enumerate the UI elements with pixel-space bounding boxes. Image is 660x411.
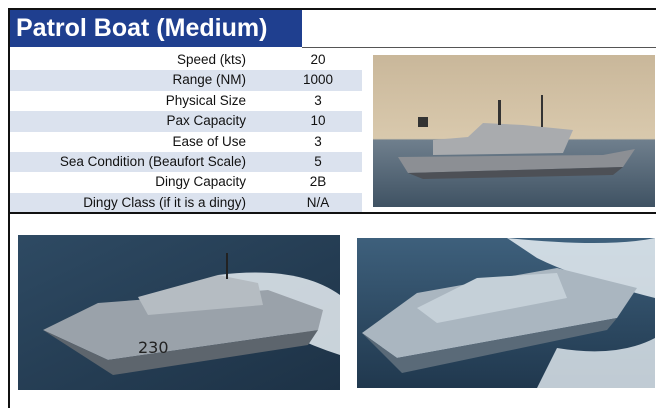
row-value: 20 — [310, 52, 326, 67]
table-row: Dingy Capacity 2B — [10, 172, 362, 192]
table-row: Speed (kts) 20 — [10, 50, 362, 70]
row-value: 2B — [309, 174, 327, 190]
row-value: N/A — [306, 194, 330, 210]
row-value: 5 — [314, 153, 322, 169]
frame — [8, 8, 656, 408]
title: Patrol Boat (Medium) — [10, 10, 302, 47]
row-value: 3 — [314, 133, 322, 149]
table-row: Pax Capacity 10 — [10, 111, 362, 132]
boat-photo: 230 — [18, 235, 340, 390]
row-label: Sea Condition (Beaufort Scale) — [59, 153, 246, 169]
row-label: Pax Capacity — [166, 113, 246, 129]
row-value: 3 — [314, 92, 322, 108]
row-value: 10 — [310, 113, 326, 129]
row-value: 1000 — [302, 72, 334, 88]
row-label: Physical Size — [165, 92, 246, 108]
table-row: Dingy Class (if it is a dingy) N/A — [10, 192, 362, 214]
boat-photo — [373, 55, 655, 207]
row-label: Speed (kts) — [176, 52, 246, 67]
hull-number: 230 — [138, 338, 169, 357]
table-row: Range (NM) 1000 — [10, 70, 362, 91]
row-label: Range (NM) — [172, 72, 246, 88]
row-label: Ease of Use — [172, 133, 246, 149]
spec-table: Speed (kts) 20 Range (NM) 1000 Physical Size… — [10, 50, 362, 214]
table-row: Sea Condition (Beaufort Scale) 5 — [10, 151, 362, 173]
row-label: Dingy Class (if it is a dingy) — [83, 194, 246, 210]
table-row: Physical Size 3 — [10, 91, 362, 111]
separator — [10, 212, 656, 214]
row-label: Dingy Capacity — [155, 174, 246, 190]
rule — [302, 47, 656, 48]
table-row: Ease of Use 3 — [10, 132, 362, 152]
boat-photo — [357, 238, 655, 388]
